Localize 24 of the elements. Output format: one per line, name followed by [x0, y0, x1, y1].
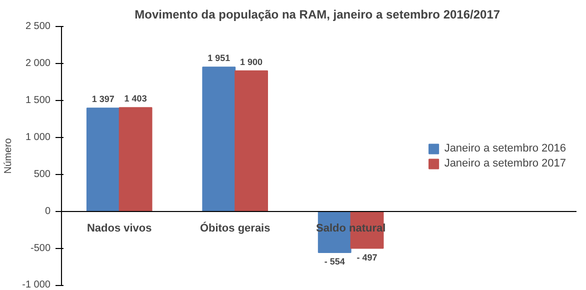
y-tick-label: 2 500 [25, 21, 51, 32]
bar [234, 70, 268, 212]
bar [86, 108, 120, 212]
legend-label: Janeiro a setembro 2017 [444, 157, 566, 169]
data-label: 1 397 [92, 94, 114, 104]
y-tick-label: -1 000 [22, 280, 51, 290]
y-tick-label: 0 [44, 206, 51, 217]
data-label: 1 951 [208, 53, 230, 64]
y-axis-title: Número [3, 138, 14, 174]
chart-title: Movimento da população na RAM, janeiro a setembro 2016/2017 [134, 8, 500, 22]
y-tick-label: 1 000 [25, 132, 51, 143]
data-label: - 554 [324, 256, 345, 266]
y-tick-label: 1 500 [25, 95, 51, 106]
legend-label: Janeiro a setembro 2016 [444, 142, 566, 154]
bar [118, 107, 152, 212]
y-tick-label: 500 [34, 169, 51, 180]
data-label: 1 403 [124, 94, 147, 104]
y-tick-label: 2 000 [25, 58, 51, 69]
bar [202, 66, 236, 212]
y-tick-label: -500 [30, 243, 51, 254]
data-label: - 497 [356, 252, 378, 262]
x-tick-label: Nados vivos [86, 222, 152, 234]
x-tick-label: Óbitos gerais [200, 222, 270, 234]
data-label: 1 900 [240, 56, 263, 67]
